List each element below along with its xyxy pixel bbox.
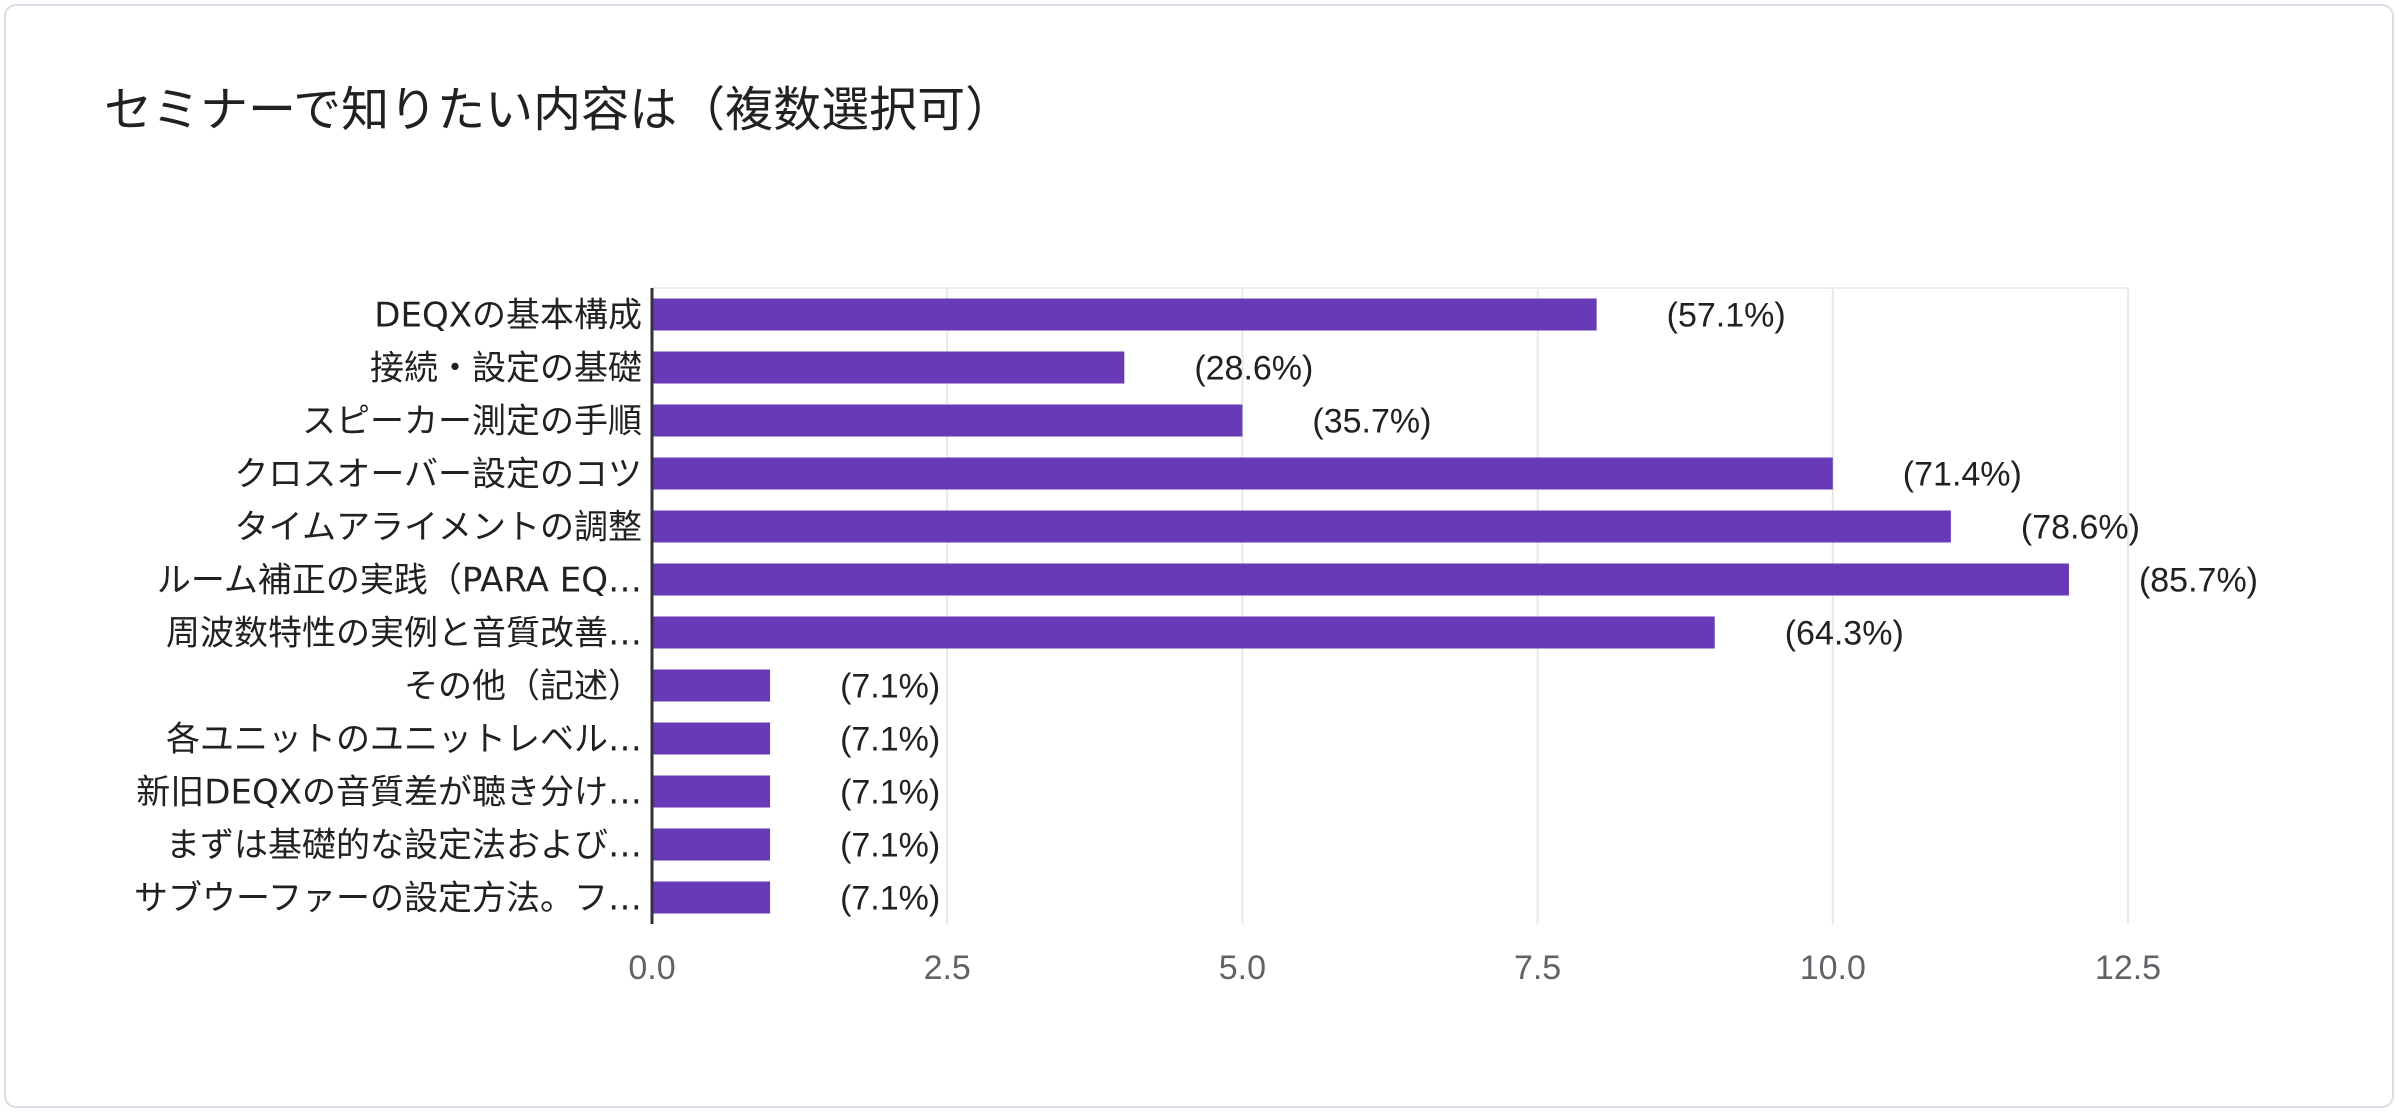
bar: [652, 351, 1125, 384]
data-label: (85.7%): [2139, 562, 2258, 600]
bar: [652, 722, 771, 755]
category-label: サブウーファーの設定方法。フ…: [134, 879, 642, 919]
data-label: (7.1%): [840, 721, 940, 759]
x-tick-label: 10.0: [1800, 949, 1866, 987]
category-label: 新旧DEQXの音質差が聴き分け…: [136, 773, 642, 813]
data-label: (28.6%): [1194, 350, 1313, 388]
data-label: (35.7%): [1312, 403, 1431, 441]
data-label: (7.1%): [840, 668, 940, 706]
bar: [652, 616, 1715, 649]
chart-title: セミナーで知りたい内容は（複数選択可）: [104, 82, 1014, 138]
data-label: (7.1%): [840, 827, 940, 865]
grid-layer: [652, 287, 2129, 924]
data-label: (71.4%): [1903, 456, 2022, 494]
data-label: (7.1%): [840, 774, 940, 812]
category-label: DEQXの基本構成: [374, 296, 642, 336]
bar: [652, 510, 1951, 543]
category-label: 各ユニットのユニットレベル…: [166, 720, 642, 760]
bar: [652, 404, 1243, 437]
bar: [652, 881, 771, 914]
bar: [652, 669, 771, 702]
category-label: 接続・設定の基礎: [370, 349, 642, 389]
data-label: (57.1%): [1667, 297, 1786, 335]
bar: [652, 828, 771, 861]
bar: [652, 457, 1833, 490]
bar: [652, 563, 2069, 596]
bar: [652, 775, 771, 808]
chart-card: [4, 4, 2394, 1108]
category-label: 周波数特性の実例と音質改善…: [166, 614, 642, 654]
x-tick-label: 7.5: [1514, 949, 1561, 987]
x-tick-label: 5.0: [1219, 949, 1266, 987]
category-label: クロスオーバー設定のコツ: [234, 455, 642, 495]
category-label: ルーム補正の実践（PARA EQ…: [157, 561, 642, 601]
category-label: その他（記述）: [404, 667, 642, 707]
bar: [652, 298, 1597, 331]
x-tick-label: 0.0: [628, 949, 675, 987]
bar-layer: [652, 298, 2069, 914]
category-label: スピーカー測定の手順: [302, 402, 642, 442]
data-label: (78.6%): [2021, 509, 2140, 547]
label-layer: 0.0 2.5 5.0 7.5 10.0 12.5 DEQXの基本構成 (57.1%) 接続・設…: [134, 288, 2258, 987]
category-label: タイムアライメントの調整: [235, 508, 642, 548]
data-label: (64.3%): [1785, 615, 1904, 653]
category-label: まずは基礎的な設定法および…: [166, 826, 642, 866]
data-label: (7.1%): [840, 880, 940, 918]
x-tick-label: 12.5: [2095, 949, 2161, 987]
x-tick-label: 2.5: [924, 949, 971, 987]
